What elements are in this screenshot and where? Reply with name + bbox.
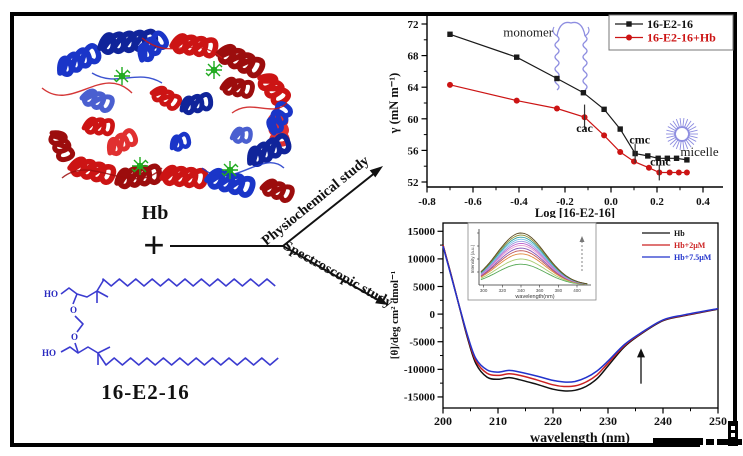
svg-text:Hb+7.5μM: Hb+7.5μM [674,253,712,262]
svg-text:52: 52 [408,177,420,189]
svg-text:-0.2: -0.2 [556,196,574,208]
hb-label: Hb [141,202,169,224]
heme-icon [221,161,239,179]
physiochemical-arrow [282,171,377,247]
svg-text:-5000: -5000 [409,337,435,349]
c1-axes: 52 56 60 64 68 72 -0.8 -0.6 -0.4 -0.2 0.0 0.2 0.4 Log… [387,14,723,218]
svg-text:68: 68 [408,51,420,63]
svg-text:-15000: -15000 [404,392,436,404]
surfactant-structure: HO O O HO [42,278,279,366]
svg-text:210: 210 [489,414,507,428]
hb-structure-illustration [41,28,295,204]
increase-arrow [637,348,645,384]
spectroscopic-arrowhead [375,295,388,305]
svg-text:0.2: 0.2 [650,196,664,208]
svg-text:Log [16-E2-16]: Log [16-E2-16] [535,206,615,218]
watermark-block [731,426,735,430]
svg-text:5000: 5000 [413,281,436,293]
heme-icon [205,61,223,79]
study-arrows: Physiochemical study Spectroscopic study [170,152,396,312]
svg-text:cac: cac [576,121,593,135]
spectroscopic-study-label: Spectroscopic study [280,238,396,312]
cd-spectra-chart: 15000 10000 5000 0 -5000 -10000 -15000 200 210 22… [389,222,727,446]
svg-text:200: 200 [434,414,452,428]
heme-icon [113,67,131,85]
svg-text:cmc: cmc [629,132,650,146]
o-top-label: O [70,305,77,315]
svg-text:320: 320 [499,288,507,293]
svg-text:0: 0 [430,309,436,321]
svg-text:cmc: cmc [650,154,671,168]
svg-text:micelle: micelle [680,144,718,159]
svg-text:Intensity (a.u.): Intensity (a.u.) [470,244,475,273]
structure-bonds [60,278,279,366]
svg-text:400: 400 [573,288,581,293]
svg-text:72: 72 [408,19,420,31]
c2-axes: 15000 10000 5000 0 -5000 -10000 -15000 200 210 22… [389,222,727,446]
watermark-block [653,438,703,445]
svg-text:360: 360 [536,288,544,293]
svg-text:230: 230 [599,414,617,428]
watermark-block [717,439,730,445]
fluorescence-inset: 300 320 340 360 380 400 wavelength(nm) Intensit… [467,222,597,301]
svg-text:16-E2-16+Hb: 16-E2-16+Hb [647,31,716,45]
physiochemical-arrowhead [369,166,383,178]
ribbon-helices [48,28,295,204]
heme-groups [113,61,239,179]
ho-bottom-label: HO [42,348,56,358]
spectroscopic-arrow [282,245,381,302]
svg-text:-0.4: -0.4 [510,196,528,208]
svg-text:300: 300 [480,288,488,293]
c1-series-16-E2-16 [447,31,690,163]
svg-text:56: 56 [408,145,420,157]
svg-text:-10000: -10000 [404,364,436,376]
svg-text:16-E2-16: 16-E2-16 [647,17,693,31]
c1-series-16-E2-16+Hb [447,81,690,176]
cd-legend: Hb Hb+2μM Hb+7.5μM [642,229,712,262]
svg-text:Hb+2μM: Hb+2μM [674,241,706,250]
svg-text:-0.8: -0.8 [418,196,436,208]
watermark-block [706,439,714,445]
svg-text:340: 340 [517,288,525,293]
physiochemical-study-label: Physiochemical study [259,152,373,249]
figure-border [10,12,737,447]
svg-text:64: 64 [408,82,420,94]
svg-text:Hb: Hb [674,229,685,238]
svg-text:wavelength(nm): wavelength(nm) [514,294,554,300]
svg-text:220: 220 [544,414,562,428]
svg-text:240: 240 [654,414,672,428]
svg-text:0.0: 0.0 [604,196,618,208]
c1-error-bars [583,104,660,181]
svg-text:60: 60 [408,114,420,126]
svg-text:15000: 15000 [408,226,436,238]
ribbon-loops [41,37,288,180]
svg-text:wavelength (nm): wavelength (nm) [530,431,630,446]
svg-text:-0.6: -0.6 [464,196,482,208]
surface-tension-chart: 52 56 60 64 68 72 -0.8 -0.6 -0.4 -0.2 0.0 0.2 0.4 Log… [387,14,734,218]
heme-icon [131,157,149,175]
surfactant-name: 16-E2-16 [101,380,190,404]
cd-curves [442,244,719,392]
watermark-block [731,433,735,437]
svg-text:0.4: 0.4 [696,196,710,208]
micelle-drawing [666,118,698,150]
ho-top-label: HO [44,289,58,299]
svg-text:380: 380 [555,288,563,293]
svg-text:monomer: monomer [503,25,553,40]
svg-text:[θ]/deg cm² dmol⁻¹: [θ]/deg cm² dmol⁻¹ [389,271,401,359]
svg-text:10000: 10000 [408,254,436,266]
plus-sign: + [143,225,165,267]
o-bottom-label: O [71,332,78,342]
svg-text:γ (mN m⁻¹): γ (mN m⁻¹) [387,73,401,135]
svg-text:250: 250 [709,414,727,428]
